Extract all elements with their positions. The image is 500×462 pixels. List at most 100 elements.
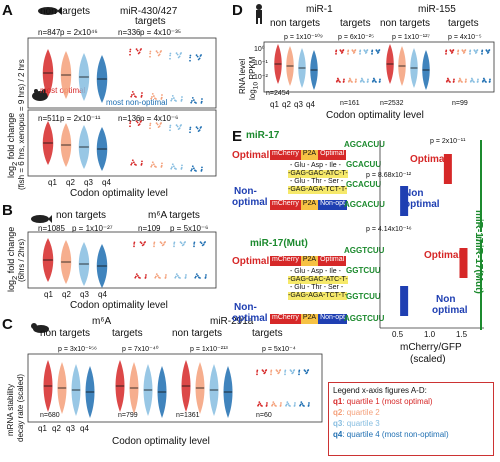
panel-a-target-r1-q2-dot bbox=[150, 165, 153, 168]
panel-d-g2-q3-dot bbox=[366, 49, 368, 52]
side-bracket-top bbox=[480, 140, 482, 232]
panel-d-g4-q1-dot bbox=[452, 49, 454, 52]
panel-a-target-r1-q3-dot bbox=[175, 124, 178, 127]
panel-b-target-q1-dot bbox=[133, 242, 136, 245]
panel-a-target-r0-q2-dot bbox=[157, 54, 160, 57]
panel-b-target-q1-dot bbox=[140, 242, 143, 245]
panel-a-target-r0-q1-dot bbox=[129, 48, 132, 51]
panel-a-target-r0-q2-dot bbox=[150, 97, 153, 100]
panel-b-target-q3-dot bbox=[176, 274, 179, 277]
e-bar-label-nonopt-mut-2: optimal bbox=[432, 305, 468, 316]
panel-a-target-r1-q4-dot bbox=[196, 127, 199, 130]
e-seq-mut-3: GGTCUU bbox=[346, 292, 381, 301]
panel-c-g4-q1-dot bbox=[264, 369, 267, 372]
panel-a-target-r0-q1-dot bbox=[135, 48, 138, 51]
e-opt-box-3: Optimal bbox=[318, 256, 347, 266]
panel-b-target-q1-dot bbox=[138, 276, 140, 279]
panel-c-ylabel-2: decay rate (scaled) bbox=[16, 373, 25, 442]
panel-d-g4-q2-dot bbox=[457, 50, 459, 53]
panel-b-q1: q1 bbox=[44, 290, 53, 299]
panel-d-group-3: non targets bbox=[380, 18, 431, 29]
panel-c-g4-q2-dot bbox=[274, 404, 276, 407]
panel-d-g4-q4-dot bbox=[481, 52, 483, 55]
panel-c-n-3: n=1361 bbox=[176, 412, 200, 419]
panel-d-g2-q1-dot bbox=[338, 80, 341, 83]
panel-d-group-4: targets bbox=[448, 18, 479, 29]
panel-a-target-r0-q4-dot bbox=[194, 101, 196, 104]
panel-b-letter: B bbox=[2, 202, 13, 219]
panel-a-target-r0-q2-dot bbox=[149, 52, 152, 55]
panel-a-n-bot-1: n=511 bbox=[38, 114, 60, 123]
panel-d-g4-q3-dot bbox=[469, 50, 471, 53]
panel-b-n-2: n=109 bbox=[138, 224, 161, 233]
panel-d-ytick-1: 10⁰ bbox=[254, 46, 265, 53]
panel-d-g2-q4-dot bbox=[371, 52, 373, 55]
panel-a-target-r1-q4-dot bbox=[197, 130, 200, 133]
panel-b-target-q3-dot bbox=[183, 241, 186, 244]
e-seq-mut-4: AGGTCUU bbox=[344, 314, 385, 323]
panel-d-g4-q1-dot bbox=[450, 50, 452, 53]
panel-a-target-r0-q2-dot bbox=[159, 51, 162, 53]
panel-a-target-r0-q3-dot bbox=[176, 53, 179, 56]
panel-b-target-q1-dot bbox=[136, 274, 139, 277]
panel-c-g4-q3-dot bbox=[287, 402, 290, 405]
panel-d-g2-q1-dot bbox=[343, 78, 345, 81]
e-xlabel-2: (scaled) bbox=[410, 354, 446, 365]
panel-b-target-q3-dot bbox=[179, 241, 182, 244]
panel-d-n-4: n=99 bbox=[452, 100, 468, 107]
panel-b-target-q1-dot bbox=[135, 273, 138, 276]
panel-c-n-1: n=680 bbox=[40, 412, 60, 419]
panel-e-title-top: miR-17 bbox=[246, 130, 280, 141]
panel-a-target-r1-q3-dot bbox=[176, 125, 179, 128]
panel-a-target-r0-q3-dot bbox=[169, 57, 171, 60]
panel-c-g4-q4-dot bbox=[306, 369, 309, 372]
panel-d-g4-q1-dot bbox=[447, 79, 450, 81]
panel-c-g4-q1-dot bbox=[256, 369, 259, 372]
panel-a-p-bot-1: p = 2x10⁻¹¹ bbox=[60, 114, 101, 123]
panel-a-target-r0-q2-dot bbox=[155, 50, 158, 53]
panel-a-target-r1-q4-dot bbox=[190, 169, 193, 172]
panel-c-g4-q2-dot bbox=[270, 373, 272, 376]
panel-c-g4-q1-dot bbox=[266, 402, 268, 404]
e-row2-construct: mCherry P2A Non-opt bbox=[270, 200, 347, 210]
e-seq-1: AGCACUU bbox=[344, 140, 385, 149]
panel-c-plots bbox=[27, 353, 323, 423]
panel-d-n-3: n=2532 bbox=[380, 100, 404, 107]
e-p-mut: p = 4.14x10⁻¹⁶ bbox=[366, 226, 412, 233]
panel-a-target-r1-q1-dot bbox=[132, 161, 135, 164]
e-cherry-box-3: mCherry bbox=[270, 256, 301, 266]
panel-a-target-r1-q3-dot bbox=[171, 166, 173, 169]
panel-c-group-1: non targets bbox=[40, 328, 91, 339]
panel-d-g4-q4-dot bbox=[482, 77, 485, 80]
panel-c-frame bbox=[27, 353, 323, 423]
legend-item-q2: q2: quartile 2 bbox=[333, 408, 380, 417]
panel-a-target-r0-q1-dot bbox=[139, 49, 142, 51]
legend-title: Legend x-axis figures A-D: bbox=[333, 386, 427, 395]
panel-d-g4-q2-dot bbox=[462, 52, 465, 54]
panel-b-target-q3-dot bbox=[173, 241, 176, 244]
panel-c-g4-q3-dot bbox=[285, 403, 288, 406]
panel-c-g4-q4-dot bbox=[307, 404, 310, 406]
panel-b-target-q2-dot bbox=[165, 274, 167, 276]
e-bar-label-nonopt-1: Non bbox=[404, 188, 424, 199]
panel-b-target-q4-dot bbox=[193, 245, 195, 248]
panel-d-g2-q3-dot bbox=[364, 50, 366, 53]
panel-a-target-r0-q2-dot bbox=[154, 97, 156, 100]
panel-a-target-r1-q1-dot bbox=[140, 162, 143, 165]
panel-c-g4-q3-dot bbox=[286, 401, 289, 404]
panel-a-target-r1-q4-dot bbox=[194, 169, 196, 172]
panel-a-target-r1-q3-dot bbox=[174, 167, 176, 170]
panel-c-g4-q4-dot bbox=[298, 373, 300, 376]
panel-d-g4-q3-dot bbox=[474, 50, 476, 53]
side-label-mut: miR-17(Mut) bbox=[473, 236, 484, 294]
panel-d-q2: q2 bbox=[282, 100, 291, 109]
panel-c-g4-q4-dot bbox=[298, 369, 301, 372]
panel-d-g2-q4-dot bbox=[378, 49, 380, 52]
panel-d-q4: q4 bbox=[306, 100, 315, 109]
panel-c-g4-q2-dot bbox=[273, 402, 276, 405]
panel-d-g2-q2-dot bbox=[354, 80, 357, 83]
panel-d-g2-q2-dot bbox=[350, 80, 353, 83]
panel-b-group-2: m⁶A targets bbox=[148, 210, 200, 221]
panel-c-g4-q3-dot bbox=[294, 402, 296, 404]
panel-a-target-r0-q3-dot bbox=[169, 52, 172, 55]
